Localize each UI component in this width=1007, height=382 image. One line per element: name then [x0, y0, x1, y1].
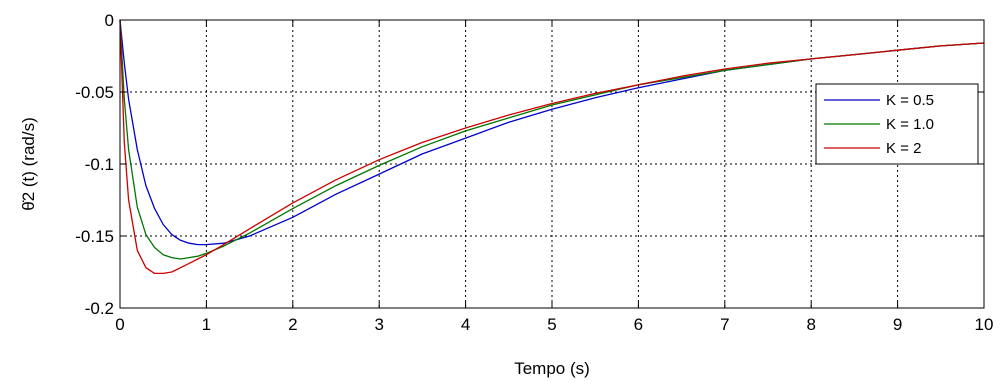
x-tick-label: 2: [288, 315, 297, 334]
tick-labels: 0 1 2 3 4 5 6 7 8 9 10 0 -0.05 -0.1 -0.15 -0.2: [75, 11, 993, 334]
legend: K = 0.5 K = 1.0 K = 2: [815, 83, 979, 165]
y-tick-label: 0: [105, 11, 114, 30]
legend-entry-label: K = 0.5: [886, 92, 934, 109]
x-tick-label: 6: [634, 315, 643, 334]
x-tick-label: 0: [115, 315, 124, 334]
series-line-2: [119, 19, 985, 260]
x-tick-label: 1: [202, 315, 211, 334]
legend-entry-label: K = 1.0: [886, 116, 934, 133]
y-tick-label: -0.2: [85, 299, 114, 318]
y-axis-label: θ̇2 (t) (rad/s): [19, 117, 38, 211]
x-tick-label: 5: [547, 315, 556, 334]
x-tick-label: 8: [806, 315, 815, 334]
series-layer: [119, 19, 985, 275]
x-axis-label: Tempo (s): [514, 359, 590, 378]
x-tick-label: 3: [374, 315, 383, 334]
series-line-3: [119, 19, 985, 275]
x-tick-label: 4: [461, 315, 470, 334]
x-tick-label: 7: [720, 315, 729, 334]
x-tick-label: 10: [975, 315, 994, 334]
legend-entry-label: K = 2: [886, 140, 921, 157]
y-tick-label: -0.05: [75, 83, 114, 102]
x-tick-label: 9: [893, 315, 902, 334]
y-tick-label: -0.1: [85, 155, 114, 174]
y-tick-label: -0.15: [75, 227, 114, 246]
axis-ticks: [119, 19, 985, 309]
